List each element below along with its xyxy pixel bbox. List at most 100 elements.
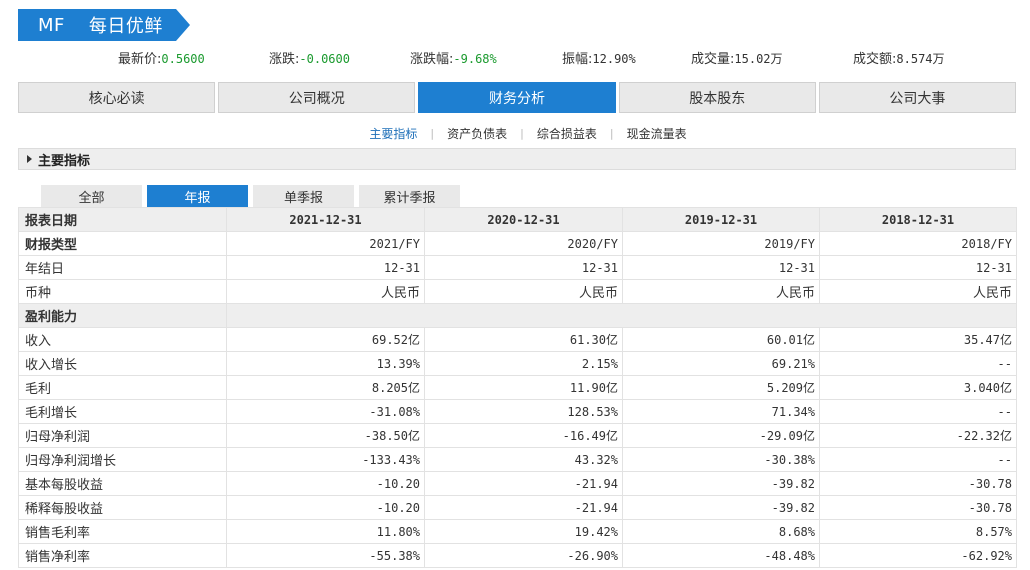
data-cell: 8.205亿 bbox=[226, 375, 425, 400]
subnav-divider: | bbox=[430, 126, 435, 140]
table-row: 销售毛利率 11.80% 19.42% 8.68% 8.57% bbox=[18, 519, 1017, 544]
section-title: 主要指标 bbox=[38, 153, 91, 169]
quote-item: 涨跌幅:-9.68% bbox=[410, 48, 497, 67]
quote-item: 成交量:15.02万 bbox=[691, 48, 783, 67]
data-cell: -30.78 bbox=[819, 495, 1017, 520]
row-label: 币种 bbox=[18, 279, 227, 304]
quote-bar: 最新价:0.5600 涨跌:-0.0600 涨跌幅:-9.68% 振幅:12.90% 成… bbox=[0, 48, 1030, 67]
row-label: 归母净利润 bbox=[18, 423, 227, 448]
header-cell: 2019-12-31 bbox=[622, 207, 820, 232]
table-row: 基本每股收益 -10.20 -21.94 -39.82 -30.78 bbox=[18, 471, 1017, 496]
data-cell: 2020/FY bbox=[424, 231, 623, 256]
data-cell: 人民币 bbox=[819, 279, 1017, 304]
data-cell: -62.92% bbox=[819, 543, 1017, 568]
data-cell: 60.01亿 bbox=[622, 327, 820, 352]
table-row: 归母净利润增长 -133.43% 43.32% -30.38% -- bbox=[18, 447, 1017, 472]
header-cell: 2018-12-31 bbox=[819, 207, 1017, 232]
table-row: 币种 人民币 人民币 人民币 人民币 bbox=[18, 279, 1017, 304]
header-cell: 2020-12-31 bbox=[424, 207, 623, 232]
data-cell: -10.20 bbox=[226, 495, 425, 520]
period-tabs: 全部 年报 单季报 累计季报 bbox=[41, 185, 460, 207]
subnav-link[interactable]: 资产负债表 bbox=[447, 126, 508, 141]
table-row: 收入 69.52亿 61.30亿 60.01亿 35.47亿 bbox=[18, 327, 1017, 352]
nav-tab[interactable]: 财务分析 bbox=[418, 82, 616, 113]
row-label: 毛利 bbox=[18, 375, 227, 400]
period-tab[interactable]: 全部 bbox=[41, 185, 142, 207]
period-tab[interactable]: 累计季报 bbox=[359, 185, 460, 207]
data-cell: 8.57% bbox=[819, 519, 1017, 544]
quote-label: 涨跌幅: bbox=[410, 52, 454, 67]
row-label: 基本每股收益 bbox=[18, 471, 227, 496]
data-cell: -30.78 bbox=[819, 471, 1017, 496]
quote-item: 成交额:8.574万 bbox=[853, 48, 945, 67]
quote-item: 振幅:12.90% bbox=[562, 48, 636, 67]
data-cell: 43.32% bbox=[424, 447, 623, 472]
quote-value: -0.0600 bbox=[299, 52, 350, 66]
table-row: 归母净利润 -38.50亿 -16.49亿 -29.09亿 -22.32亿 bbox=[18, 423, 1017, 448]
data-cell: -133.43% bbox=[226, 447, 425, 472]
data-cell: -26.90% bbox=[424, 543, 623, 568]
table-row: 财报类型 2021/FY 2020/FY 2019/FY 2018/FY bbox=[18, 231, 1017, 256]
row-label: 财报类型 bbox=[18, 231, 227, 256]
data-cell: -21.94 bbox=[424, 495, 623, 520]
quote-label: 成交量: bbox=[691, 52, 735, 67]
data-cell: 69.21% bbox=[622, 351, 820, 376]
quote-value: 0.5600 bbox=[161, 52, 205, 66]
stock-name: 每日优鲜 bbox=[88, 16, 163, 37]
row-label: 销售毛利率 bbox=[18, 519, 227, 544]
table-row: 年结日 12-31 12-31 12-31 12-31 bbox=[18, 255, 1017, 280]
nav-tab[interactable]: 公司概况 bbox=[218, 82, 416, 113]
row-label: 盈利能力 bbox=[18, 303, 227, 328]
table-row: 销售净利率 -55.38% -26.90% -48.48% -62.92% bbox=[18, 543, 1017, 568]
financial-indicators-table: 报表日期 2021-12-31 2020-12-31 2019-12-31 2018-1… bbox=[18, 207, 1017, 568]
row-label: 收入 bbox=[18, 327, 227, 352]
nav-tab[interactable]: 公司大事 bbox=[818, 82, 1017, 113]
data-cell: 人民币 bbox=[424, 279, 623, 304]
table-row: 毛利增长 -31.08% 128.53% 71.34% -- bbox=[18, 399, 1017, 424]
data-cell: 71.34% bbox=[622, 399, 820, 424]
row-label: 归母净利润增长 bbox=[18, 447, 227, 472]
data-cell: 11.80% bbox=[226, 519, 425, 544]
subnav-link[interactable]: 主要指标 bbox=[369, 126, 418, 141]
data-cell: 35.47亿 bbox=[819, 327, 1017, 352]
sub-nav: 主要指标 | 资产负债表 | 综合损益表 | 现金流量表 bbox=[0, 125, 1030, 141]
row-label: 稀释每股收益 bbox=[18, 495, 227, 520]
data-cell: 3.040亿 bbox=[819, 375, 1017, 400]
data-cell: -- bbox=[819, 447, 1017, 472]
quote-label: 振幅: bbox=[562, 52, 593, 67]
quote-label: 最新价: bbox=[118, 52, 162, 67]
quote-item: 涨跌:-0.0600 bbox=[269, 48, 350, 67]
data-cell: -31.08% bbox=[226, 399, 425, 424]
subnav-divider: | bbox=[520, 126, 524, 140]
data-cell: 12-31 bbox=[819, 255, 1017, 280]
main-nav: 核心必读 公司概况 财务分析 股本股东 公司大事 bbox=[18, 82, 1017, 113]
data-cell: 13.39% bbox=[226, 351, 425, 376]
data-cell: 8.68% bbox=[622, 519, 820, 544]
subnav-link[interactable]: 综合损益表 bbox=[536, 126, 597, 141]
group-spacer bbox=[226, 303, 1017, 328]
data-cell: 人民币 bbox=[622, 279, 820, 304]
header-cell: 2021-12-31 bbox=[226, 207, 425, 232]
data-cell: 2.15% bbox=[424, 351, 623, 376]
quote-value: 15.02万 bbox=[734, 52, 783, 66]
data-cell: -29.09亿 bbox=[622, 423, 820, 448]
stock-title-banner: MF 每日优鲜 bbox=[18, 9, 190, 41]
data-cell: -48.48% bbox=[622, 543, 820, 568]
period-tab[interactable]: 年报 bbox=[147, 185, 248, 207]
data-cell: -39.82 bbox=[622, 471, 820, 496]
section-header-main-indicators[interactable]: 主要指标 bbox=[18, 148, 1016, 170]
data-cell: -55.38% bbox=[226, 543, 425, 568]
table-row: 收入增长 13.39% 2.15% 69.21% -- bbox=[18, 351, 1017, 376]
subnav-link[interactable]: 现金流量表 bbox=[626, 126, 687, 141]
period-tab[interactable]: 单季报 bbox=[253, 185, 354, 207]
expand-triangle-icon bbox=[27, 155, 32, 163]
data-cell: 128.53% bbox=[424, 399, 623, 424]
data-cell: 2018/FY bbox=[819, 231, 1017, 256]
data-cell: 12-31 bbox=[226, 255, 425, 280]
table-row: 稀释每股收益 -10.20 -21.94 -39.82 -30.78 bbox=[18, 495, 1017, 520]
data-cell: 69.52亿 bbox=[226, 327, 425, 352]
data-cell: 2021/FY bbox=[226, 231, 425, 256]
nav-tab[interactable]: 核心必读 bbox=[18, 82, 216, 113]
nav-tab[interactable]: 股本股东 bbox=[618, 82, 816, 113]
data-cell: -- bbox=[819, 351, 1017, 376]
